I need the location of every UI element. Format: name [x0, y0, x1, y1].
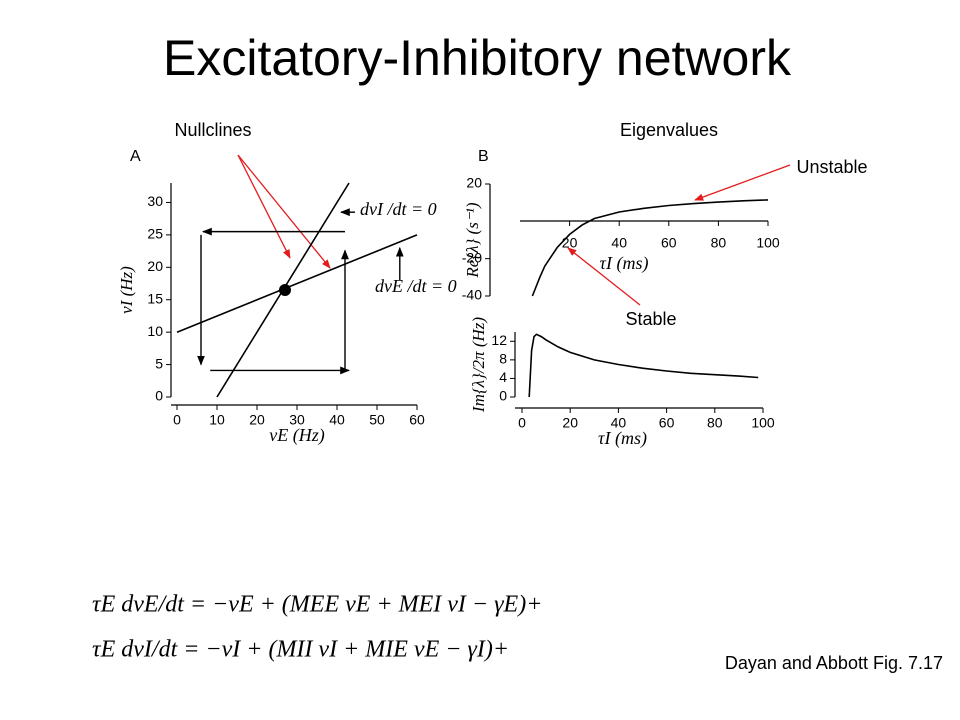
equation: τE dvI/dt = −vI + (MII vI + MIE vE − γI)…	[92, 637, 509, 663]
x-tick-label: 80	[711, 235, 727, 251]
curve-label: dvE /dt = 0	[375, 276, 457, 296]
y-tick-label: 12	[491, 332, 507, 348]
y-axis-label: Im{λ}/2π (Hz)	[469, 317, 488, 413]
x-tick-label: 40	[611, 235, 627, 251]
pointer-arrow	[694, 164, 791, 201]
y-tick-label: 5	[155, 355, 163, 371]
y-tick-label: 0	[155, 388, 163, 404]
y-tick-label: 0	[499, 388, 507, 404]
x-tick-label: 100	[751, 415, 775, 431]
equation: τE dvE/dt = −vE + (MEE vE + MEI vI − γE)…	[92, 592, 542, 618]
slide-title: Excitatory-Inhibitory network	[163, 30, 792, 86]
y-tick-label: 15	[147, 290, 163, 306]
x-tick-label: 20	[562, 415, 578, 431]
curve	[531, 199, 769, 297]
y-tick-label: 30	[147, 193, 163, 209]
x-tick-label: 100	[756, 235, 780, 251]
x-axis-label: τI (ms)	[598, 428, 647, 449]
x-tick-label: 60	[409, 412, 425, 428]
x-tick-label: 60	[659, 415, 675, 431]
y-tick-label: 20	[147, 258, 163, 274]
red-arrows	[237, 154, 791, 306]
pointer-arrow	[237, 154, 291, 259]
pointer-arrow	[567, 247, 641, 306]
x-tick-label: 60	[661, 235, 677, 251]
x-axis-label: τI (ms)	[600, 253, 649, 274]
y-tick-label: 8	[499, 351, 507, 367]
unstable-label: Unstable	[796, 157, 867, 177]
y-axis-label: vI (Hz)	[117, 266, 136, 314]
eigenvalues-label: Eigenvalues	[620, 120, 718, 140]
curve	[528, 333, 759, 398]
y-tick-label: 10	[147, 323, 163, 339]
x-tick-label: 40	[611, 415, 627, 431]
y-tick-label: 4	[499, 369, 507, 385]
x-tick-label: 20	[562, 235, 578, 251]
stable-label: Stable	[625, 309, 676, 329]
x-axis-label: vE (Hz)	[269, 425, 324, 446]
x-tick-label: 40	[329, 412, 345, 428]
y-tick-label: -40	[462, 287, 482, 303]
x-tick-label: 30	[289, 412, 305, 428]
x-tick-label: 20	[249, 412, 265, 428]
x-tick-label: 80	[707, 415, 723, 431]
pointer-arrow	[237, 154, 331, 269]
x-tick-label: 0	[518, 415, 526, 431]
fixed-point	[279, 284, 291, 296]
curve-label: dvI /dt = 0	[360, 199, 437, 219]
x-tick-label: 50	[369, 412, 385, 428]
panel-label: A	[130, 148, 141, 165]
y-tick-label: 25	[147, 226, 163, 242]
x-tick-label: 0	[173, 412, 181, 428]
y-tick-label: -20	[462, 249, 482, 265]
panel-label: B	[478, 148, 489, 165]
nullclines-label: Nullclines	[174, 120, 251, 140]
x-tick-label: 10	[209, 412, 225, 428]
y-axis-label: Re{λ} (s⁻¹)	[463, 202, 482, 278]
citation: Dayan and Abbott Fig. 7.17	[725, 653, 943, 673]
y-tick-label: 20	[466, 175, 482, 191]
curve	[176, 234, 418, 333]
